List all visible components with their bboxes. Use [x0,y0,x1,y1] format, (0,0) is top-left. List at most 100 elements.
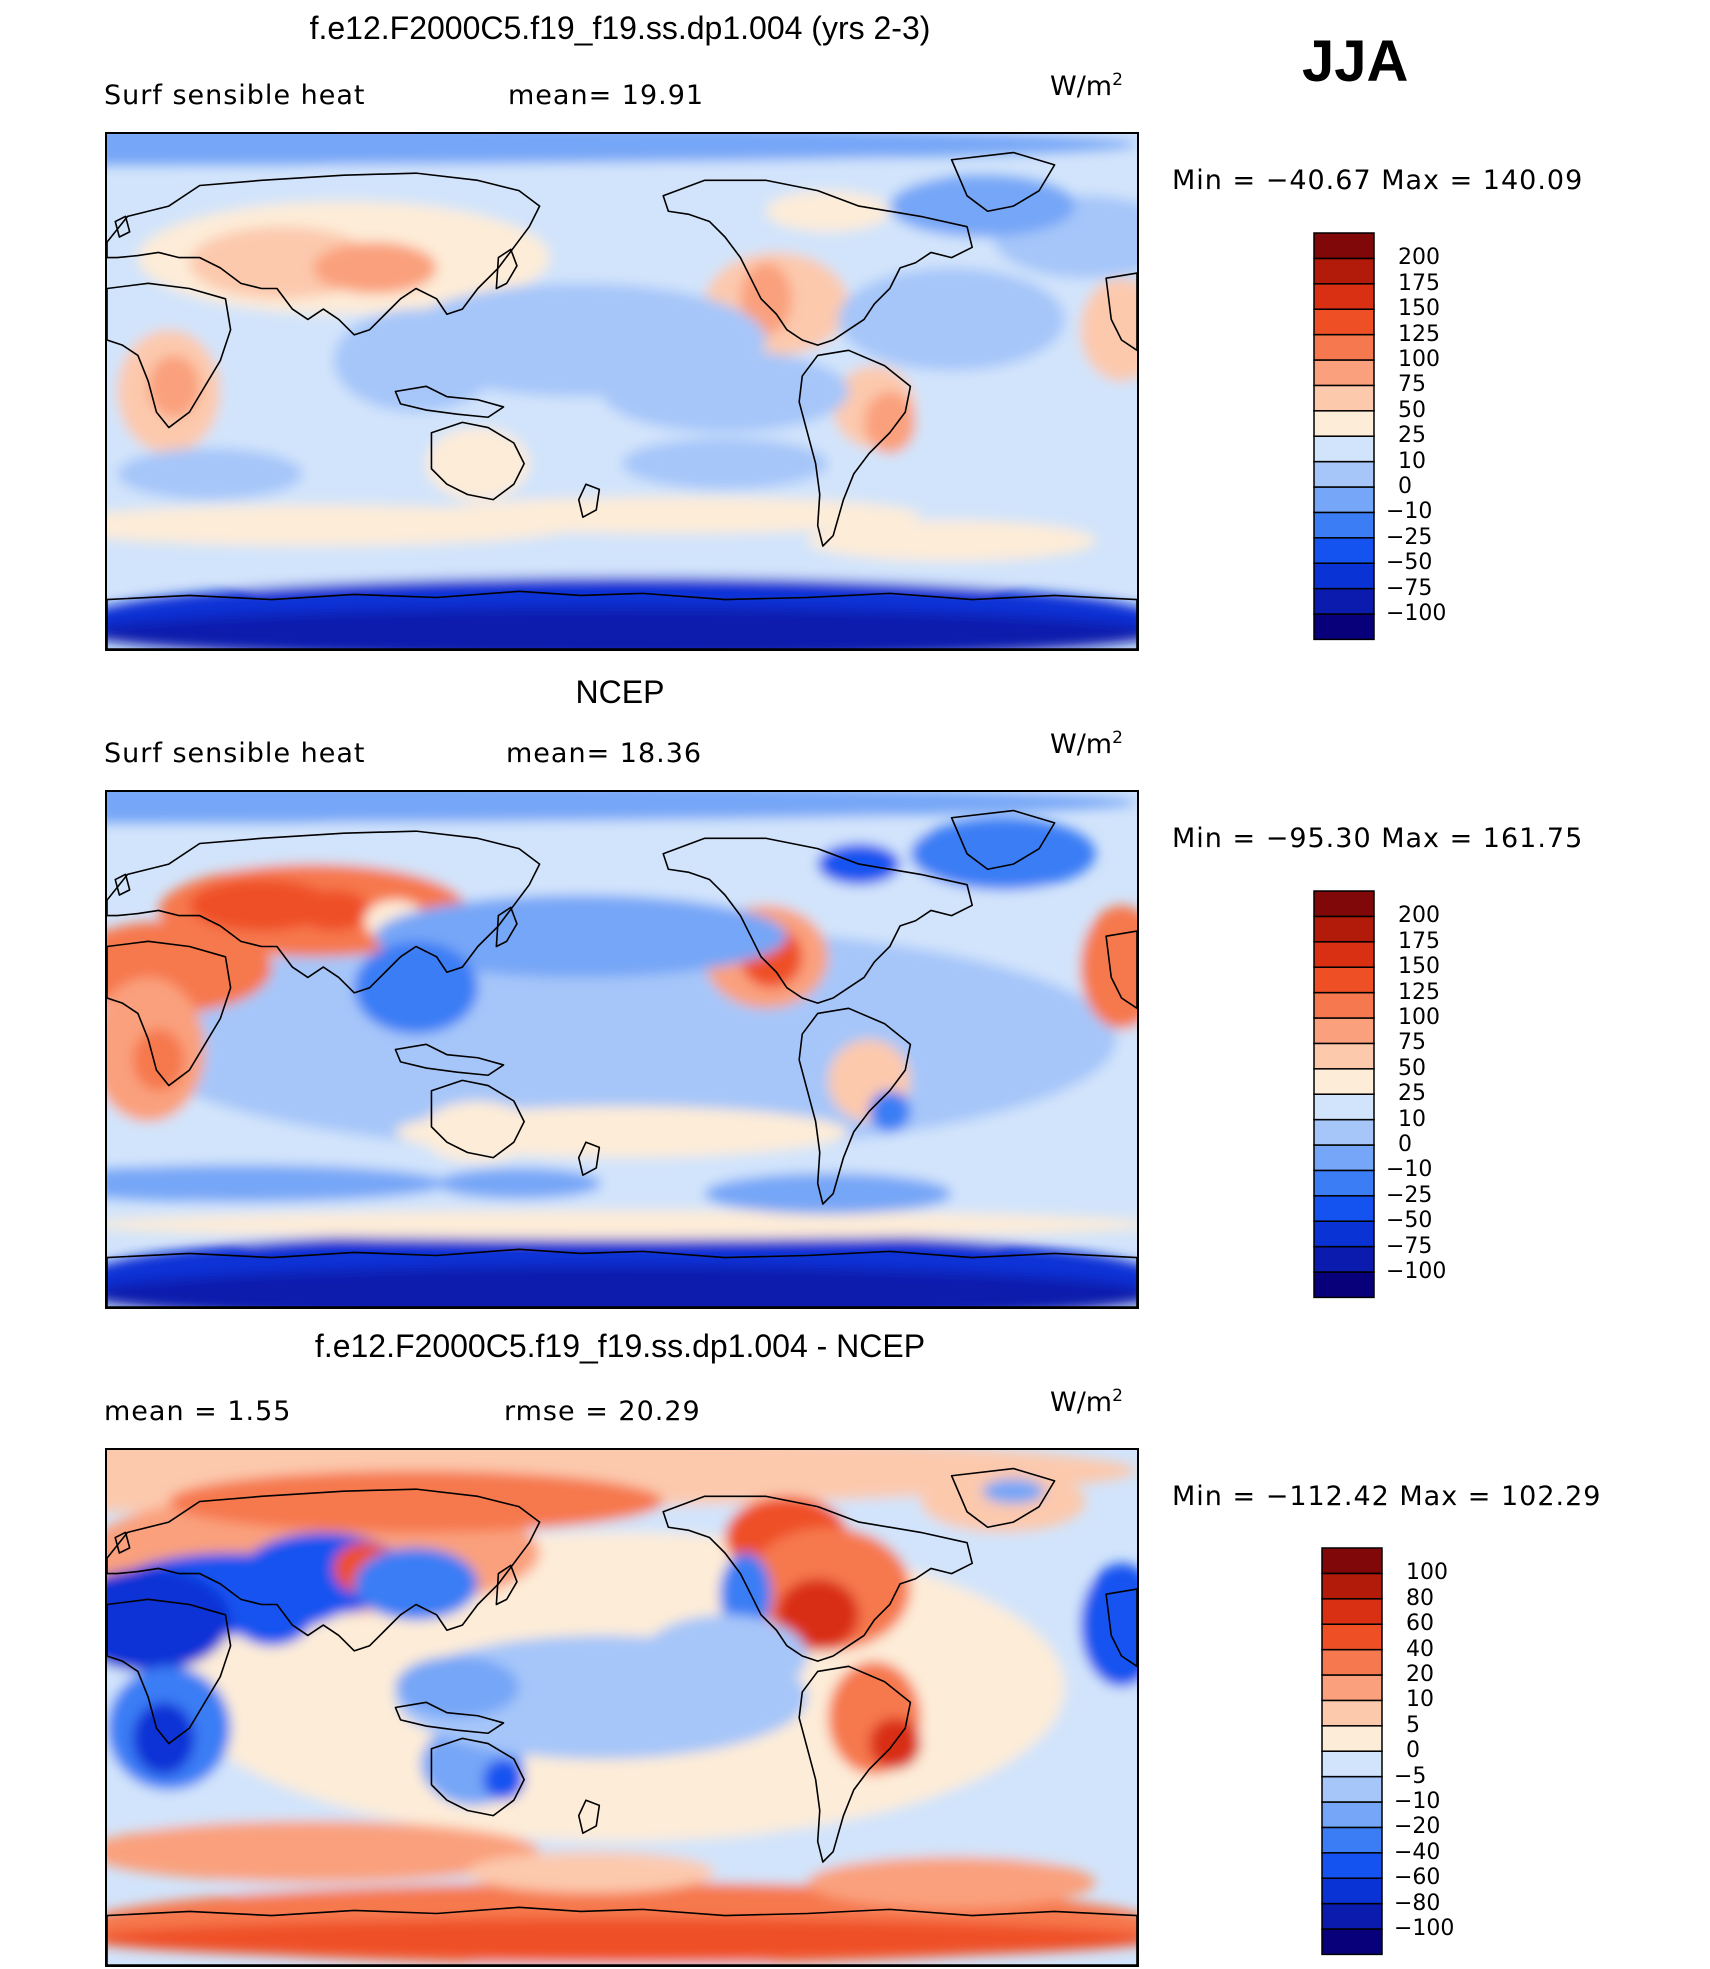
colorbar-swatch [1313,1220,1375,1248]
coastline-nz [579,1800,600,1833]
coastline-japan [496,1565,517,1604]
colorbar-tick-label: −10 [1386,499,1433,525]
colorbar-swatch [1313,283,1375,310]
coastline-japan [496,249,517,288]
colorbar-swatch [1313,359,1375,387]
colorbar-tick-label: 0 [1398,1132,1412,1157]
colorbar-swatch [1313,1144,1375,1172]
colorbar-swatch [1321,1572,1383,1600]
panel-diff-mean-label: mean = 1.55 [104,1396,292,1427]
colorbar-swatch [1321,1725,1383,1752]
colorbar-tick-label: −100 [1394,1916,1455,1941]
colorbar-swatch [1313,333,1375,361]
coastline-nz [579,1142,600,1175]
colorbar-tick-label: −60 [1394,1865,1441,1891]
colorbar-tick-label: 10 [1406,1687,1434,1713]
colorbar-tick-label: 175 [1398,928,1440,954]
colorbar-swatch [1321,1852,1383,1879]
coastline-uk [115,874,129,895]
map-field [107,792,1137,1307]
panel-model-mean-label: mean= 19.91 [508,80,705,111]
coastline-nz [579,484,600,517]
coastline-s-america [799,1666,910,1862]
coastline-europe-asia [107,173,540,335]
colorbar-tick-label: 75 [1398,1030,1426,1056]
coastline-japan [496,907,517,946]
panel-ncep-units: W/m2 [1050,728,1123,760]
colorbar-swatch [1313,410,1375,437]
coastline-uk [115,216,129,237]
colorbar-swatch [1321,1750,1383,1778]
colorbar-swatch [1313,613,1375,641]
colorbar-swatch [1313,991,1375,1019]
colorbar-tick-label: 50 [1398,397,1426,423]
colorbar-swatches [1313,890,1375,1299]
panel-diff-minmax: Min = −112.42 Max = 102.29 [1172,1481,1602,1512]
colorbar-tick-label: −10 [1394,1789,1441,1814]
colorbar-tick-label: 100 [1398,347,1440,372]
colorbar-swatch [1313,1093,1375,1121]
colorbar-swatch [1313,562,1375,590]
coastline-s-america [799,1008,910,1204]
colorbar-tick-label: 175 [1398,270,1440,296]
colorbar-tick-label: 150 [1398,296,1440,322]
map-field [107,134,1137,649]
panel-ncep-mean-label: mean= 18.36 [506,738,703,769]
colorbar-swatch [1321,1699,1383,1727]
colorbar-swatch [1313,308,1375,336]
colorbar-tick-label: −5 [1394,1763,1427,1789]
colorbar-swatch [1313,1042,1375,1070]
panel-model-title: f.e12.F2000C5.f19_f19.ss.dp1.004 (yrs 2-… [309,10,931,46]
colorbar-swatch [1321,1877,1383,1905]
colorbar-tick-label: 150 [1398,954,1440,980]
colorbar-tick-label: −25 [1386,524,1433,550]
colorbar-tick-label: 0 [1398,474,1412,499]
coastline-europe-asia [107,1489,540,1651]
coastline-indonesia [395,1044,503,1075]
colorbar-swatch [1313,1245,1375,1273]
colorbar-tick-label: 10 [1398,448,1426,474]
colorbar-swatch [1313,1195,1375,1222]
colorbar-tick-label: 125 [1398,321,1440,347]
panel-diff-units: W/m2 [1050,1386,1123,1418]
panel-ncep-title: NCEP [575,674,665,710]
panel-diff-title: f.e12.F2000C5.f19_f19.ss.dp1.004 - NCEP [314,1328,926,1364]
coastline-australia [431,422,524,499]
colorbar-swatch [1321,1674,1383,1702]
colorbar-swatch [1313,1068,1375,1095]
colorbar-tick-label: −50 [1386,1208,1433,1234]
colorbar-swatch [1313,460,1375,488]
panel-diff-map [105,1448,1139,1967]
coastline-australia [431,1738,524,1815]
colorbar-tick-label: 200 [1398,903,1440,929]
colorbar-swatch [1313,537,1375,564]
coastline-africa [107,941,231,1085]
panel-model-minmax: Min = −40.67 Max = 140.09 [1172,165,1584,196]
panel-model-variable-label: Surf sensible heat [104,80,366,111]
colorbar-tick-label: 60 [1406,1611,1434,1637]
colorbar-swatch [1321,1826,1383,1854]
colorbar-tick-label: −25 [1386,1182,1433,1208]
colorbar-swatch [1321,1928,1383,1956]
colorbar-swatches [1313,232,1375,641]
colorbar-swatch [1313,915,1375,943]
season-label: JJA [1302,29,1409,94]
colorbar-tick-label: −50 [1386,550,1433,576]
coastline-australia [431,1080,524,1157]
colorbar-swatch [1321,1623,1383,1651]
colorbar-tick-label: 40 [1406,1636,1434,1662]
colorbar-tick-label: 125 [1398,979,1440,1005]
colorbar-swatches [1321,1547,1383,1956]
colorbar-swatch [1313,232,1375,260]
panel-ncep-variable-label: Surf sensible heat [104,738,366,769]
panel-model-units: W/m2 [1050,70,1123,102]
colorbar-tick-label: −75 [1386,575,1433,601]
colorbar-tick-label: 200 [1398,245,1440,271]
colorbar-swatch [1321,1902,1383,1930]
colorbar-swatch [1313,587,1375,615]
panel-diff-rmse-label: rmse = 20.29 [504,1396,701,1427]
colorbar-swatch [1321,1775,1383,1803]
colorbar-swatch [1313,1118,1375,1146]
colorbar-tick-label: 80 [1406,1585,1434,1611]
coastline-africa-tip-right [1106,1589,1137,1666]
